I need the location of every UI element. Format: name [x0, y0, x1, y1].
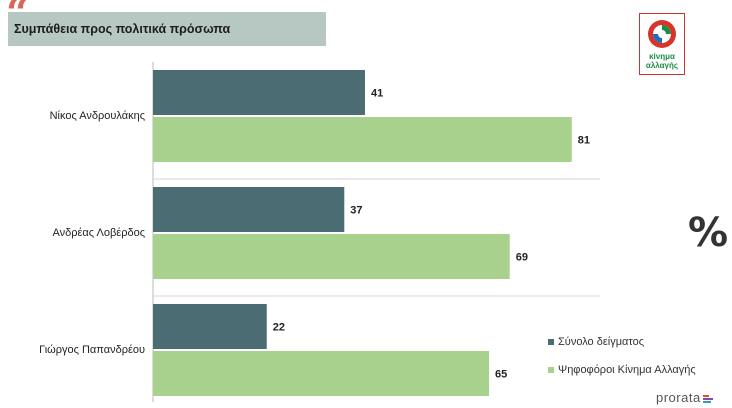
- data-label-series2: 81: [578, 135, 590, 147]
- legend-item-series1: Σύνολο δείγματος: [548, 335, 728, 349]
- bar-series1: [153, 70, 365, 115]
- legend: Σύνολο δείγματος Ψηφοφόροι Κίνημα Αλλαγή…: [548, 335, 728, 391]
- prorata-brand-text: prorata: [656, 390, 701, 405]
- legend-swatch-series2: [548, 367, 554, 373]
- logo-emblem-icon: [648, 20, 676, 48]
- kinima-allagis-logo: κίνημα αλλαγής: [639, 13, 685, 75]
- data-label-series1: 37: [350, 205, 362, 217]
- prorata-logo: prorata: [656, 390, 713, 405]
- bar-series2: [153, 234, 510, 279]
- category-label: Ανδρέας Λοβέρδος: [52, 227, 145, 239]
- legend-label-series2: Ψηφοφόροι Κίνημα Αλλαγής: [558, 364, 696, 376]
- data-label-series2: 65: [495, 369, 507, 381]
- data-label-series1: 41: [371, 88, 383, 100]
- percent-symbol: %: [688, 210, 729, 256]
- logo-text-line2: αλλαγής: [645, 61, 679, 70]
- legend-label-series1: Σύνολο δείγματος: [558, 336, 645, 348]
- legend-item-series2: Ψηφοφόροι Κίνημα Αλλαγής: [548, 363, 728, 377]
- category-label: Γιώργος Παπανδρέου: [39, 344, 145, 356]
- data-label-series1: 22: [273, 322, 285, 334]
- bar-series2: [153, 351, 490, 396]
- chart-title: Συμπάθεια προς πολιτικά πρόσωπα: [14, 22, 231, 36]
- legend-swatch-series1: [548, 339, 554, 345]
- bar-series1: [153, 304, 267, 349]
- category-label: Νίκος Ανδρουλάκης: [50, 110, 145, 122]
- prorata-bars-icon: [702, 394, 713, 403]
- bar-series1: [153, 187, 345, 232]
- title-banner: Συμπάθεια προς πολιτικά πρόσωπα: [8, 12, 326, 46]
- logo-text-line1: κίνημα: [649, 52, 675, 61]
- data-label-series2: 69: [516, 252, 528, 264]
- bar-series2: [153, 117, 572, 162]
